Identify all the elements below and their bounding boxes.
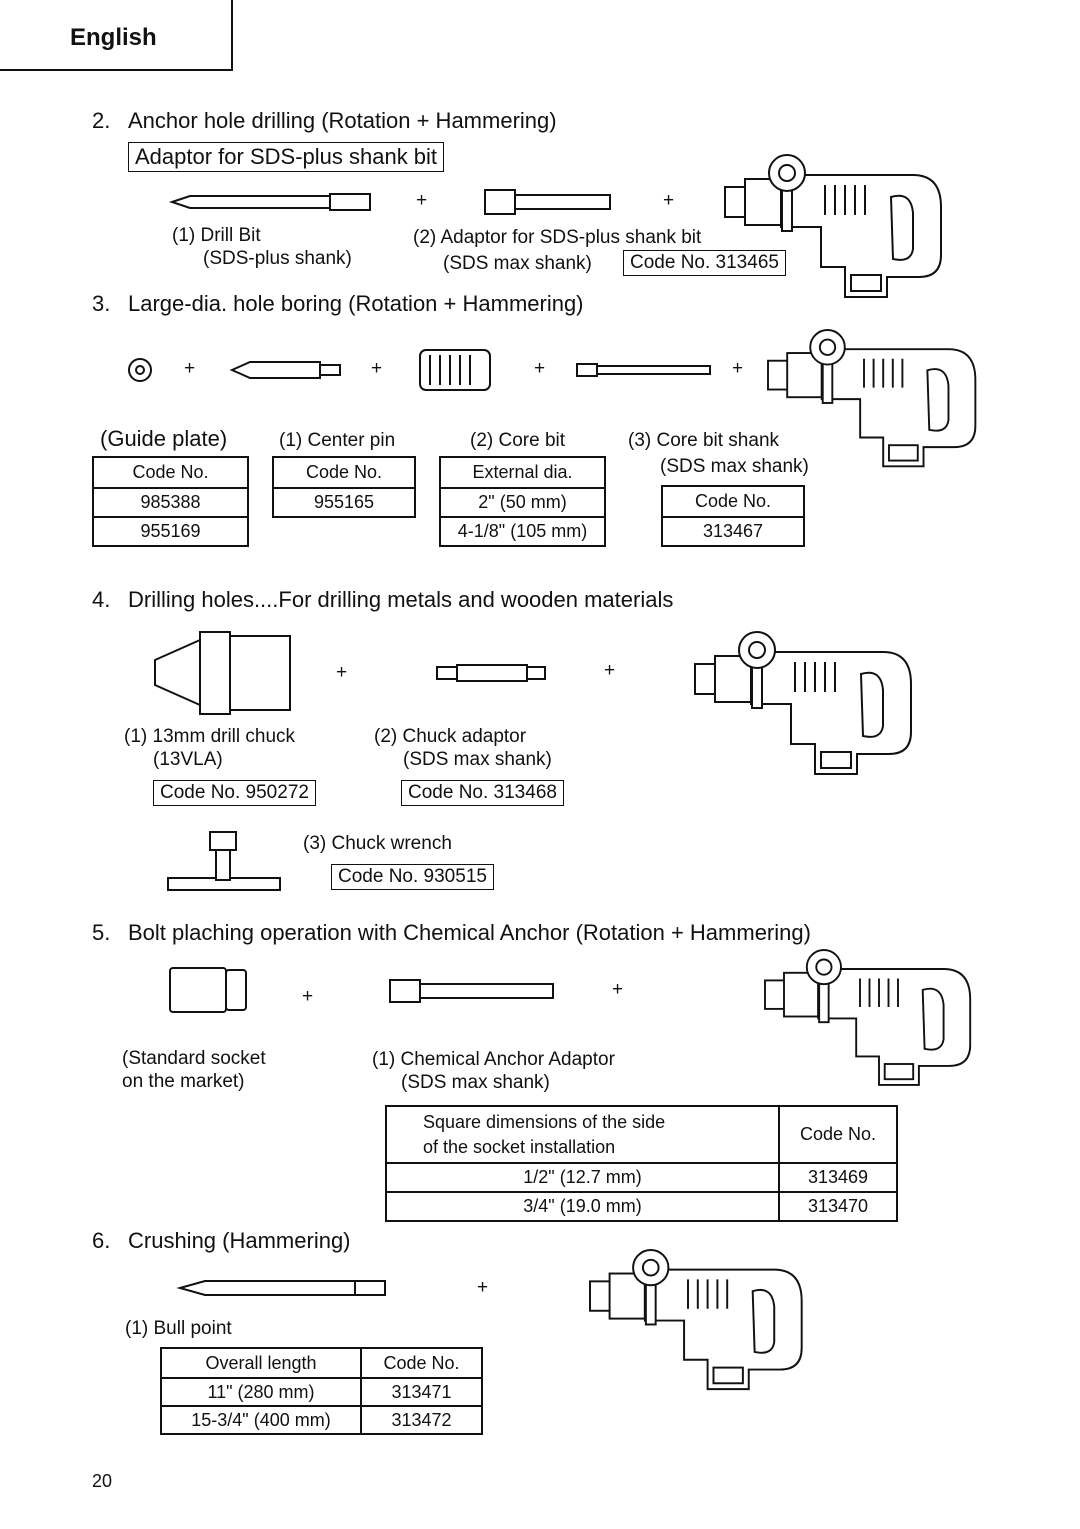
plus: + <box>336 662 348 683</box>
item-sub: (SDS-plus shank) <box>203 248 352 269</box>
pin-table: Code No. 955165 <box>272 456 416 518</box>
hammer-drill <box>589 1249 803 1391</box>
item-label: (3) Chuck wrench <box>303 833 452 854</box>
header-cell: Overall length <box>160 1347 362 1379</box>
boxed-title: Adaptor for SDS-plus shank bit <box>128 142 445 172</box>
core-table: External dia. 2" (50 mm) 4-1/8" (105 mm) <box>439 456 606 547</box>
item-label: (1) Bull point <box>125 1318 232 1339</box>
shank-table: Code No. 313467 <box>661 485 805 547</box>
cell: 2" (50 mm) <box>439 487 606 518</box>
hammer-drill <box>767 329 977 468</box>
cell: 955169 <box>92 516 249 547</box>
cell: 3/4" (19.0 mm) <box>385 1191 780 1222</box>
section-title: Crushing (Hammering) <box>128 1228 351 1253</box>
cell: 11" (280 mm) <box>160 1377 362 1407</box>
plus: + <box>477 1277 489 1298</box>
plus: + <box>663 190 675 211</box>
cell: 313472 <box>360 1405 483 1435</box>
item-label: (3) Core bit shank <box>628 430 780 451</box>
item-label: on the market) <box>122 1071 245 1092</box>
header-cell: Code No. <box>360 1347 483 1379</box>
anchor-adaptor <box>389 979 554 1003</box>
item-label: (1) Center pin <box>279 430 396 451</box>
plus: + <box>184 358 196 379</box>
cell: Code No. <box>92 456 249 489</box>
code-box: Code No. 930515 <box>331 864 494 890</box>
cell: 4-1/8" (105 mm) <box>439 516 606 547</box>
plus: + <box>612 979 624 1000</box>
item-label: (Guide plate) <box>100 426 228 451</box>
sds-adaptor <box>484 189 611 215</box>
item-label: (1) Chemical Anchor Adaptor <box>372 1049 615 1070</box>
cell: 985388 <box>92 487 249 518</box>
code-box: Code No. 313465 <box>623 250 786 276</box>
plus: + <box>371 358 383 379</box>
section-number: 4. <box>92 587 111 612</box>
item-sub: (SDS max shank) <box>660 456 809 477</box>
section-number: 5. <box>92 920 111 945</box>
cell: External dia. <box>439 456 606 489</box>
bull-point <box>176 1280 386 1296</box>
core-bit <box>419 349 491 391</box>
bull-point-table: Overall length Code No. 11" (280 mm) 31347… <box>160 1347 483 1435</box>
section-number: 2. <box>92 108 111 133</box>
cell: Code No. <box>661 485 805 518</box>
section-title: Large-dia. hole boring (Rotation + Hamme… <box>128 291 584 316</box>
chuck-adaptor <box>436 664 546 682</box>
item-label: (2) Adaptor for SDS-plus shank bit <box>413 227 702 248</box>
header-cell: Square dimensions of the side of the sock… <box>385 1105 780 1164</box>
center-pin <box>229 361 341 379</box>
item-label: (2) Core bit <box>470 430 566 451</box>
tab-label: English <box>70 24 157 51</box>
socket-table: Square dimensions of the side of the sock… <box>385 1105 898 1222</box>
plus: + <box>604 660 616 681</box>
cell: 313471 <box>360 1377 483 1407</box>
cell: 15-3/4" (400 mm) <box>160 1405 362 1435</box>
item-sub: (SDS max shank) <box>401 1072 550 1093</box>
section-title: Bolt plaching operation with Chemical An… <box>128 920 811 945</box>
hammer-drill <box>694 631 912 775</box>
cell: 1/2" (12.7 mm) <box>385 1162 780 1193</box>
chuck-wrench <box>167 831 281 891</box>
cell: 955165 <box>272 487 416 518</box>
item-sub: (SDS max shank) <box>443 253 592 274</box>
cell: 313469 <box>778 1162 898 1193</box>
core-bit-shank <box>576 363 711 377</box>
tab-border <box>0 0 233 71</box>
section-number: 6. <box>92 1228 111 1253</box>
section-title: Drilling holes....For drilling metals an… <box>128 587 674 612</box>
item-sub: (SDS max shank) <box>403 749 552 770</box>
hammer-drill <box>764 949 972 1086</box>
drill-chuck <box>154 631 291 715</box>
code-box: Code No. 950272 <box>153 780 316 806</box>
item-label: (1) 13mm drill chuck <box>124 726 296 747</box>
item-sub: (13VLA) <box>153 749 223 770</box>
drill-bit <box>168 193 371 211</box>
code-box: Code No. 313468 <box>401 780 564 806</box>
plus: + <box>534 358 546 379</box>
cell: Code No. <box>272 456 416 489</box>
plus: + <box>732 358 744 379</box>
plus: + <box>302 986 314 1007</box>
section-number: 3. <box>92 291 111 316</box>
item-label: (Standard socket <box>122 1048 266 1069</box>
header-cell: Code No. <box>778 1105 898 1164</box>
page-number: 20 <box>92 1471 113 1491</box>
guide-plate <box>128 358 152 382</box>
header-line: Square dimensions of the side <box>423 1111 666 1132</box>
guide-table: Code No. 985388 955169 <box>92 456 249 547</box>
cell: 313470 <box>778 1191 898 1222</box>
item-label: (2) Chuck adaptor <box>374 726 527 747</box>
plus: + <box>416 190 428 211</box>
header-line: of the socket installation <box>423 1136 616 1157</box>
socket <box>169 967 247 1013</box>
cell: 313467 <box>661 516 805 547</box>
item-label: (1) Drill Bit <box>172 225 261 246</box>
section-title: Anchor hole drilling (Rotation + Hammeri… <box>128 108 557 133</box>
